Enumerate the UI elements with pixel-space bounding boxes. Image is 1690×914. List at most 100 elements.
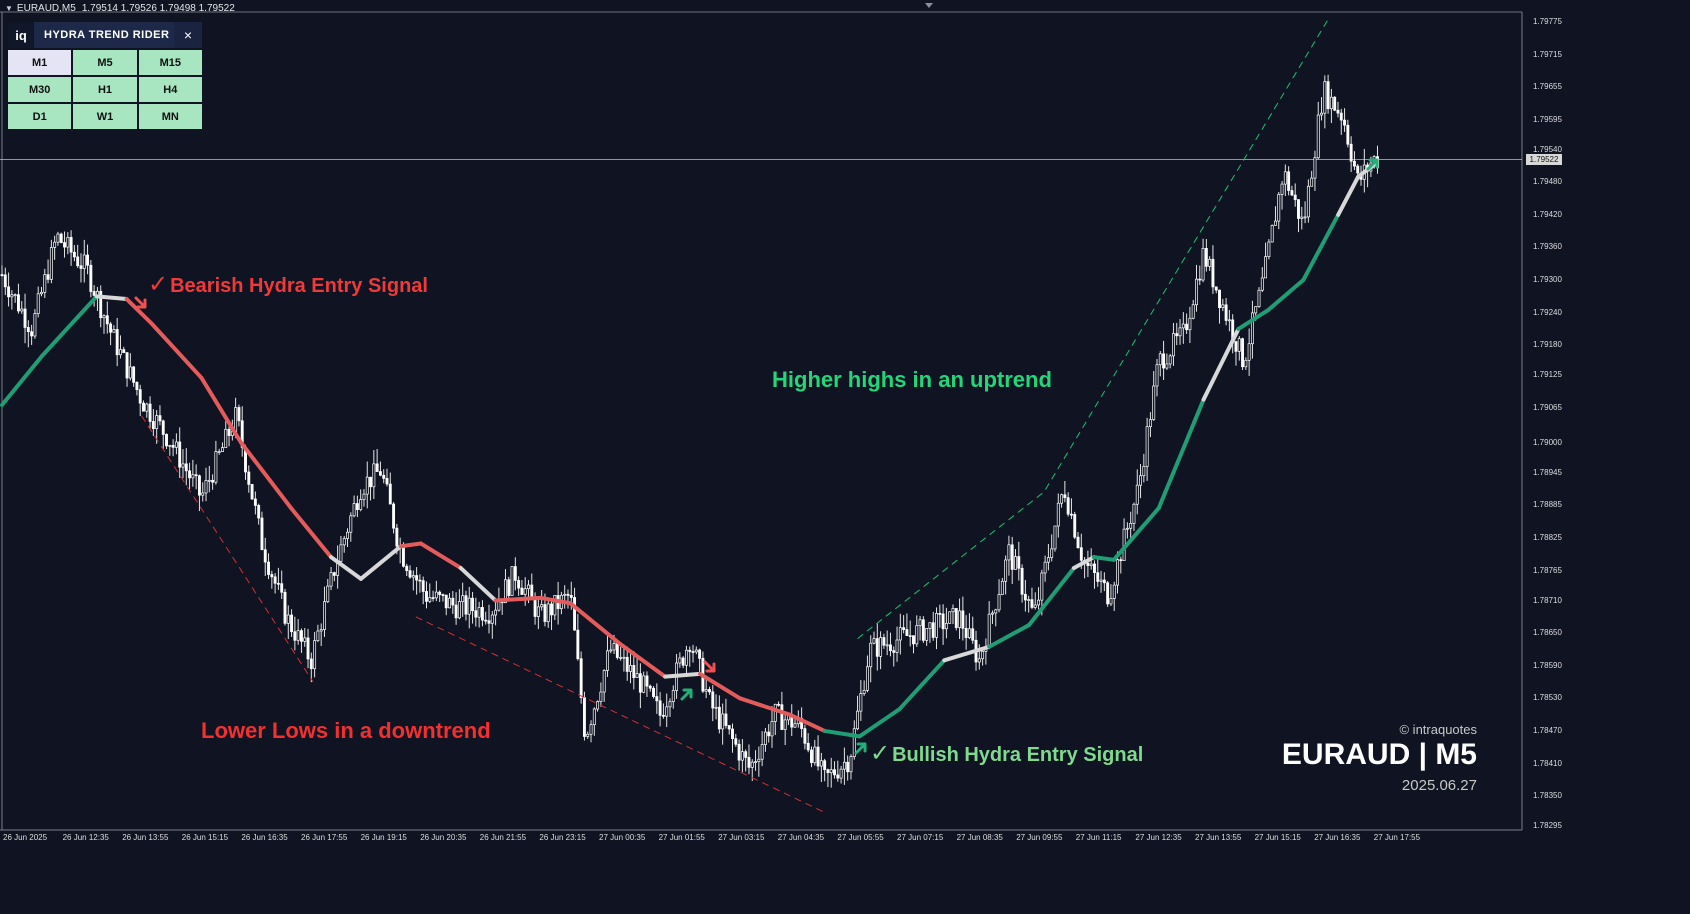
indicator-segment-bull <box>822 728 862 739</box>
candle-body <box>740 751 744 761</box>
timeframe-button-mn[interactable]: MN <box>138 104 202 129</box>
candle-body <box>411 575 415 578</box>
candle-body <box>1320 112 1323 116</box>
timeframe-button-d1[interactable]: D1 <box>8 104 72 129</box>
candle-body <box>464 595 468 615</box>
downtrend-line <box>415 616 825 813</box>
candle-body <box>369 476 372 488</box>
candle-body <box>1336 109 1340 114</box>
time-tick-label: 27 Jun 01:55 <box>658 833 705 842</box>
candle-body <box>276 582 280 585</box>
candle-body <box>1178 327 1182 337</box>
timeframe-button-h4[interactable]: H4 <box>138 77 202 102</box>
time-tick-label: 27 Jun 15:15 <box>1254 833 1301 842</box>
indicator-segment-bull <box>1027 565 1076 627</box>
candle-body <box>875 638 879 657</box>
candle-body <box>1227 319 1231 322</box>
watermark-copyright: © intraquotes <box>1399 722 1477 737</box>
timeframe-button-w1[interactable]: W1 <box>73 104 137 129</box>
indicator-segment-bear <box>124 297 154 326</box>
candle-body <box>793 723 797 728</box>
watermark-date: 2025.06.27 <box>1401 777 1477 794</box>
candle-body <box>359 499 363 510</box>
candle-body <box>1112 584 1116 599</box>
candle-body <box>747 757 751 768</box>
candle-body <box>303 637 307 642</box>
candle-body <box>89 264 93 292</box>
time-tick-label: 27 Jun 16:35 <box>1314 833 1361 842</box>
candle-body <box>681 657 685 666</box>
timeframe-button-m30[interactable]: M30 <box>8 77 72 102</box>
candle-body <box>250 484 254 500</box>
candle-body <box>918 619 922 627</box>
timeframe-button-m5[interactable]: M5 <box>73 50 137 75</box>
candle-body <box>375 463 379 472</box>
candle-body <box>698 649 702 659</box>
candle-body <box>925 628 929 641</box>
candle-body <box>1079 547 1083 561</box>
candle-body <box>533 597 537 617</box>
candle-body <box>1277 194 1281 222</box>
candle-body <box>731 728 734 740</box>
collapse-icon[interactable]: ▼ <box>5 4 13 13</box>
candle-body <box>671 690 675 703</box>
candle-body <box>869 642 873 668</box>
candle-body <box>306 637 310 660</box>
time-tick-label: 27 Jun 00:35 <box>599 833 646 842</box>
candle-body <box>1260 277 1264 291</box>
candle-body <box>349 515 353 533</box>
price-tick-label: 1.78765 <box>1533 565 1562 575</box>
price-tick-label: 1.78350 <box>1533 791 1562 801</box>
bearish-signal-arrow <box>703 660 716 673</box>
lower-lows-label: Lower Lows in a downtrend <box>201 718 491 743</box>
indicator-segment-neutral <box>94 294 129 302</box>
candle-body <box>1033 604 1037 608</box>
time-tick-label: 27 Jun 07:15 <box>897 833 944 842</box>
candle-body <box>606 650 609 671</box>
price-tick-label: 1.79240 <box>1533 307 1562 317</box>
candle-body <box>882 637 886 646</box>
candle-body <box>1089 563 1093 566</box>
timeframe-button-h1[interactable]: H1 <box>73 77 137 102</box>
panel-header[interactable]: iq HYDRA TREND RIDER × <box>8 22 202 48</box>
candle-body <box>813 746 817 764</box>
price-tick-label: 1.79595 <box>1533 114 1562 124</box>
candle-body <box>1129 523 1133 529</box>
indicator-segment-bear <box>698 671 742 701</box>
candle-body <box>17 294 20 312</box>
candle-body <box>517 580 521 589</box>
downtrend-line <box>141 415 314 683</box>
candle-body <box>816 746 820 767</box>
price-tick-label: 1.79775 <box>1533 17 1562 26</box>
candle-body <box>267 561 270 575</box>
candle-body <box>431 597 435 599</box>
candle-body <box>1000 580 1004 595</box>
candle-body <box>1076 536 1080 549</box>
candle-body <box>842 761 846 770</box>
close-icon[interactable]: × <box>174 22 202 48</box>
hydra-panel: iq HYDRA TREND RIDER × M1 M5 M15 M30 H1 H4 D1 W… <box>8 22 202 129</box>
price-tick-label: 1.79125 <box>1533 370 1562 380</box>
candle-body <box>655 696 659 702</box>
time-tick-label: 26 Jun 21:55 <box>479 833 527 842</box>
timeframe-button-m15[interactable]: M15 <box>138 50 202 75</box>
candle-body <box>744 751 748 758</box>
candle-body <box>36 293 40 314</box>
candle-body <box>155 415 159 430</box>
candle-body <box>1014 556 1017 570</box>
candle-body <box>385 478 389 485</box>
candle-body <box>602 670 606 693</box>
indicator-segment-bull <box>897 658 947 712</box>
timeframe-button-m1[interactable]: M1 <box>8 50 72 75</box>
candle-body <box>1313 157 1317 179</box>
time-tick-label: 26 Jun 12:35 <box>62 833 109 842</box>
candle-body <box>1280 183 1284 195</box>
candle-body <box>174 441 178 448</box>
candle-body <box>425 591 428 602</box>
candle-body <box>270 574 274 578</box>
candle-body <box>237 407 241 422</box>
candle-body <box>494 609 498 616</box>
candle-body <box>1181 323 1185 329</box>
candle-body <box>615 643 619 658</box>
